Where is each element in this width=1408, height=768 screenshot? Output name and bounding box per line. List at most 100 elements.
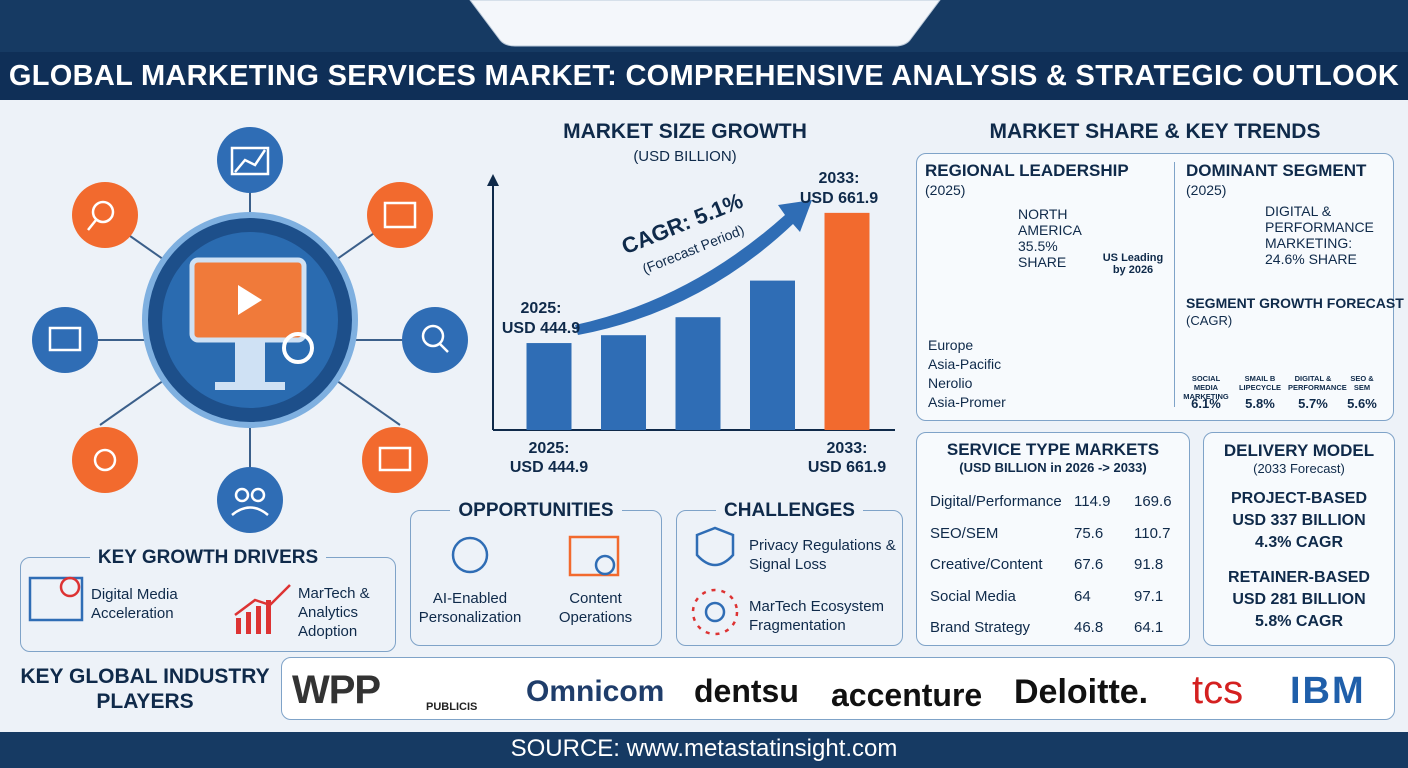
- bar: [675, 317, 721, 430]
- segment-subtitle: (CAGR): [1186, 313, 1233, 328]
- cell: 114.9: [1074, 493, 1111, 510]
- logo: dentsu: [694, 673, 799, 709]
- delivery-subtitle: (2033 Forecast): [1253, 461, 1345, 476]
- chart-subtitle: (USD BILLION): [633, 148, 737, 165]
- driver: MarTech & Analytics Adoption: [298, 585, 370, 640]
- segment-value: 5.6%: [1347, 396, 1377, 411]
- regional-badge: US Leading by 2026: [1102, 252, 1164, 276]
- cell: SEO/SEM: [930, 524, 999, 542]
- dominant-year: (2025): [1186, 182, 1227, 198]
- segment-label: DIGITAL & PERFORMANCE: [1288, 374, 1347, 392]
- delivery-name: RETAINER-BASED: [1228, 569, 1370, 586]
- challenge: Privacy Regulations & Signal Loss: [749, 537, 896, 573]
- cell: Social Media: [930, 587, 1016, 605]
- bar: [824, 212, 870, 430]
- segment-value: 6.1%: [1191, 396, 1221, 411]
- driver: Digital Media Acceleration: [91, 586, 178, 622]
- delivery-value: USD 281 BILLION: [1232, 591, 1366, 608]
- service-title: SERVICE TYPE MARKETS: [946, 440, 1160, 459]
- section-title: MARKET SHARE & KEY TRENDS: [989, 120, 1321, 143]
- bar: [526, 343, 572, 430]
- delivery-item: RETAINER-BASED USD 281 BILLION 5.8% CAGR: [1203, 567, 1395, 633]
- region: Asia-Pacific: [928, 356, 1002, 372]
- logo: PUBLICIS: [426, 701, 478, 713]
- segment-value: 5.7%: [1298, 396, 1328, 411]
- opportunities-title: OPPORTUNITIES: [410, 500, 662, 522]
- service-types-panel: [916, 432, 1190, 646]
- dominant-text: DIGITAL & PERFORMANCE MARKETING: 24.6% S…: [1265, 203, 1374, 267]
- cell: 91.8: [1134, 556, 1164, 573]
- cell: 64.1: [1134, 619, 1164, 636]
- cell: 64: [1074, 587, 1091, 605]
- service-subtitle: (USD BILLION in 2026 -> 2033): [959, 460, 1147, 475]
- region: Asia-Promer: [928, 394, 1006, 410]
- cell: 46.8: [1074, 619, 1104, 636]
- segment-value: 5.8%: [1245, 396, 1275, 411]
- bar-chart: 2025: USD 444.9 2025: USD 444.9 2033: USD 661…: [502, 170, 886, 476]
- row: Social Media 64 97.1: [930, 581, 1180, 613]
- players-title: KEY GLOBAL INDUSTRY PLAYERS: [20, 665, 270, 713]
- bar-bottom-value: USD 661.9: [808, 459, 886, 476]
- challenges-title: CHALLENGES: [676, 500, 903, 522]
- bar-top-category: 2033:: [819, 170, 860, 187]
- logo: IBM: [1290, 670, 1366, 712]
- delivery-panel: [1203, 432, 1395, 646]
- x-tick-label: 2033:: [827, 440, 868, 457]
- delivery-title: DELIVERY MODEL: [1223, 441, 1375, 460]
- cell: 110.7: [1134, 524, 1171, 542]
- segment-label: SOCIAL MEDIA MARKETING: [1183, 374, 1229, 401]
- bar: [750, 280, 795, 430]
- segment-label: SEO & SEM: [1350, 374, 1374, 392]
- delivery-item: PROJECT-BASED USD 337 BILLION 4.3% CAGR: [1203, 488, 1395, 554]
- region: Nerolio: [928, 375, 973, 391]
- region: Europe: [928, 337, 974, 353]
- regional-title: REGIONAL LEADERSHIP: [925, 161, 1129, 180]
- delivery-cagr: 4.3% CAGR: [1254, 534, 1344, 551]
- cell: 97.1: [1134, 587, 1164, 605]
- opportunity: AI-Enabled Personalization: [418, 590, 522, 626]
- title: OPPORTUNITIES: [450, 500, 622, 521]
- cell: Creative/Content: [930, 556, 1043, 573]
- divider: [1174, 162, 1175, 407]
- cell: Digital/Performance: [930, 493, 1062, 510]
- delivery-name: PROJECT-BASED: [1230, 490, 1368, 507]
- bar-top-value: USD 444.9: [502, 320, 580, 337]
- dominant-title: DOMINANT SEGMENT: [1186, 161, 1367, 180]
- bar-top-category: 2025:: [521, 300, 562, 317]
- region-list: Europe Asia-Pacific Nerolio Asia-Promer: [928, 336, 1006, 412]
- opportunity: Content Operations: [558, 590, 633, 626]
- title: KEY GROWTH DRIVERS: [89, 547, 327, 568]
- market-share-panel: [916, 153, 1394, 421]
- title: CHALLENGES: [716, 500, 863, 521]
- bar-bottom-value: USD 444.9: [510, 459, 588, 476]
- cell: 169.6: [1134, 493, 1172, 510]
- cell: Brand Strategy: [930, 619, 1031, 636]
- x-tick-label: 2025:: [529, 440, 570, 457]
- regional-leader: NORTH AMERICA 35.5% SHARE: [1018, 206, 1082, 270]
- cell: 67.6: [1074, 556, 1104, 573]
- logo: accenture: [831, 677, 983, 713]
- logo: tcs: [1192, 668, 1244, 712]
- service-table: Digital/Performance 114.9 169.6 SEO/SEM 75.…: [930, 486, 1180, 644]
- challenge: MarTech Ecosystem Fragmentation: [749, 598, 885, 634]
- logo: WPP: [292, 668, 381, 712]
- row: Digital/Performance 114.9 169.6: [930, 486, 1180, 518]
- row: SEO/SEM 75.6 110.7: [930, 518, 1180, 550]
- row: Brand Strategy 46.8 64.1: [930, 612, 1180, 644]
- drivers-title: KEY GROWTH DRIVERS: [20, 547, 396, 569]
- page-title: GLOBAL MARKETING SERVICES MARKET: COMPRE…: [8, 60, 1400, 92]
- delivery-value: USD 337 BILLION: [1232, 512, 1366, 529]
- regional-year: (2025): [925, 182, 966, 198]
- logo: Deloitte.: [1014, 673, 1149, 711]
- segment-label: SMAIL B LIPECYCLE: [1238, 374, 1282, 392]
- delivery-cagr: 5.8% CAGR: [1254, 613, 1344, 630]
- row: Creative/Content 67.6 91.8: [930, 549, 1180, 581]
- cell: 75.6: [1074, 524, 1104, 542]
- players-panel: [281, 657, 1395, 720]
- bar: [601, 335, 646, 430]
- chart-title: MARKET SIZE GROWTH: [563, 120, 807, 143]
- logo: Omnicom: [526, 675, 665, 708]
- source: SOURCE: www.metastatinsight.com: [510, 735, 898, 762]
